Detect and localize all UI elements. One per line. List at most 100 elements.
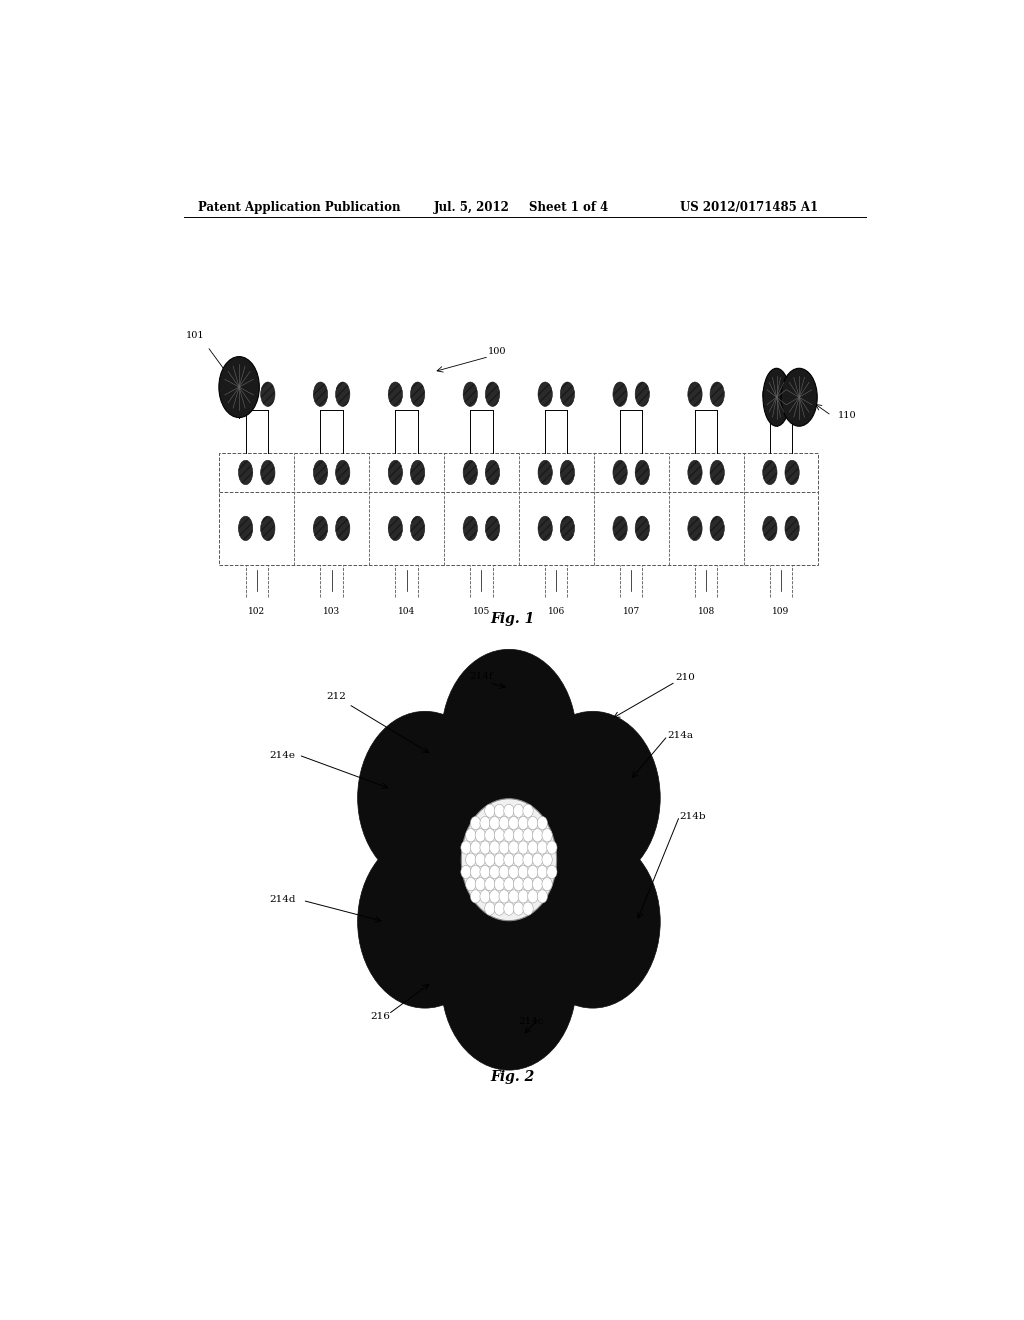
Circle shape xyxy=(484,853,495,866)
Ellipse shape xyxy=(388,381,402,407)
Ellipse shape xyxy=(613,516,628,541)
Ellipse shape xyxy=(710,381,724,407)
Ellipse shape xyxy=(388,461,402,484)
Circle shape xyxy=(518,817,528,830)
Circle shape xyxy=(484,878,495,891)
Circle shape xyxy=(513,829,523,842)
Circle shape xyxy=(547,866,557,879)
Text: 110: 110 xyxy=(838,411,856,420)
Text: 108: 108 xyxy=(697,607,715,615)
Ellipse shape xyxy=(261,381,275,407)
Circle shape xyxy=(513,878,523,891)
Text: 105: 105 xyxy=(473,607,490,615)
Circle shape xyxy=(441,649,577,822)
Ellipse shape xyxy=(239,381,253,407)
Text: 106: 106 xyxy=(548,607,565,615)
Circle shape xyxy=(523,878,534,891)
Ellipse shape xyxy=(763,368,791,426)
Ellipse shape xyxy=(261,461,275,484)
Text: 214b: 214b xyxy=(680,812,707,821)
Circle shape xyxy=(495,878,505,891)
Circle shape xyxy=(542,829,552,842)
Ellipse shape xyxy=(463,381,477,407)
Ellipse shape xyxy=(763,516,777,541)
Circle shape xyxy=(504,902,514,915)
Text: 214c: 214c xyxy=(518,1018,544,1027)
Circle shape xyxy=(470,841,480,854)
Text: Jul. 5, 2012: Jul. 5, 2012 xyxy=(433,201,509,214)
Text: 210: 210 xyxy=(676,673,695,682)
Ellipse shape xyxy=(336,381,350,407)
Ellipse shape xyxy=(261,516,275,541)
Circle shape xyxy=(461,799,557,921)
Ellipse shape xyxy=(785,516,800,541)
Text: 214d: 214d xyxy=(269,895,296,904)
Circle shape xyxy=(499,866,509,879)
Circle shape xyxy=(525,711,660,884)
Circle shape xyxy=(489,817,500,830)
Circle shape xyxy=(357,711,493,884)
Ellipse shape xyxy=(239,461,253,484)
Text: Sheet 1 of 4: Sheet 1 of 4 xyxy=(528,201,608,214)
Ellipse shape xyxy=(785,461,800,484)
Ellipse shape xyxy=(538,516,552,541)
Ellipse shape xyxy=(388,516,402,541)
Circle shape xyxy=(489,890,500,903)
Circle shape xyxy=(527,841,538,854)
Circle shape xyxy=(461,866,471,879)
Text: 100: 100 xyxy=(487,347,506,355)
Text: 214e: 214e xyxy=(269,751,295,760)
Circle shape xyxy=(538,890,548,903)
Circle shape xyxy=(542,853,552,866)
Circle shape xyxy=(495,804,505,817)
Circle shape xyxy=(484,902,495,915)
Circle shape xyxy=(518,866,528,879)
Circle shape xyxy=(547,841,557,854)
Ellipse shape xyxy=(313,516,328,541)
Circle shape xyxy=(466,878,476,891)
Circle shape xyxy=(523,829,534,842)
Circle shape xyxy=(470,866,480,879)
Text: 102: 102 xyxy=(248,607,265,615)
Ellipse shape xyxy=(485,516,500,541)
Text: 104: 104 xyxy=(398,607,415,615)
Ellipse shape xyxy=(538,381,552,407)
Ellipse shape xyxy=(613,461,628,484)
Circle shape xyxy=(509,841,519,854)
Text: 107: 107 xyxy=(623,607,640,615)
Circle shape xyxy=(499,841,509,854)
Circle shape xyxy=(509,890,519,903)
Circle shape xyxy=(499,817,509,830)
Text: US 2012/0171485 A1: US 2012/0171485 A1 xyxy=(680,201,818,214)
Circle shape xyxy=(532,829,543,842)
Ellipse shape xyxy=(763,381,777,407)
Ellipse shape xyxy=(688,381,702,407)
Circle shape xyxy=(527,866,538,879)
Circle shape xyxy=(523,853,534,866)
Circle shape xyxy=(470,890,480,903)
Text: 212: 212 xyxy=(326,692,346,701)
Circle shape xyxy=(532,853,543,866)
Circle shape xyxy=(527,817,538,830)
Circle shape xyxy=(513,853,523,866)
Ellipse shape xyxy=(688,516,702,541)
Ellipse shape xyxy=(635,516,649,541)
Circle shape xyxy=(466,853,476,866)
Ellipse shape xyxy=(613,381,628,407)
Circle shape xyxy=(495,853,505,866)
Ellipse shape xyxy=(239,516,253,541)
Circle shape xyxy=(499,890,509,903)
Circle shape xyxy=(509,866,519,879)
Circle shape xyxy=(495,902,505,915)
Text: 216: 216 xyxy=(371,1012,390,1022)
Circle shape xyxy=(489,866,500,879)
Text: 109: 109 xyxy=(772,607,790,615)
Circle shape xyxy=(475,853,485,866)
Circle shape xyxy=(527,890,538,903)
Ellipse shape xyxy=(485,461,500,484)
Circle shape xyxy=(480,841,490,854)
Text: 101: 101 xyxy=(186,331,205,341)
Circle shape xyxy=(513,804,523,817)
Circle shape xyxy=(532,878,543,891)
Circle shape xyxy=(518,890,528,903)
